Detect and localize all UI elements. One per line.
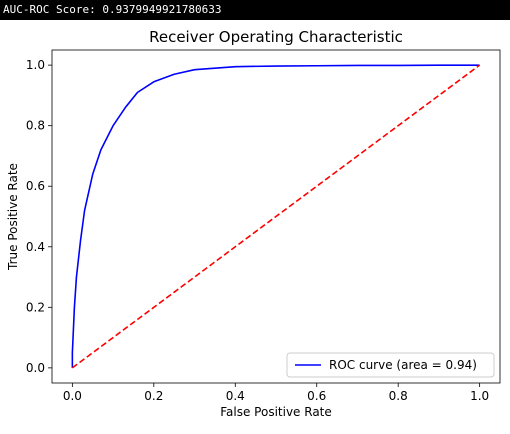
x-tick-label: 0.2	[144, 389, 163, 403]
chance-diagonal-line	[71, 64, 481, 369]
y-tick-label: 1.0	[26, 58, 45, 72]
y-tick-label: 0.6	[26, 179, 45, 193]
y-tick-label: 0.0	[26, 361, 45, 375]
x-tick-label: 0.8	[389, 389, 408, 403]
y-tick-label: 0.4	[26, 240, 45, 254]
chart-title: Receiver Operating Characteristic	[149, 28, 403, 46]
x-tick-label: 1.0	[470, 389, 489, 403]
y-axis-label: True Positive Rate	[6, 163, 20, 271]
axes-frame	[51, 49, 501, 384]
x-tick-label: 0.4	[226, 389, 245, 403]
x-tick-label: 0.0	[63, 389, 82, 403]
legend-box	[286, 352, 495, 378]
legend: ROC curve (area = 0.94)	[286, 352, 495, 378]
y-tick-label: 0.8	[26, 119, 45, 133]
console-output-bar: AUC-ROC Score: 0.9379949921780633	[0, 0, 510, 20]
plot-area	[71, 64, 481, 369]
x-axis-label: False Positive Rate	[220, 405, 332, 419]
roc-figure: Receiver Operating Characteristic 0.0 0.2…	[0, 20, 510, 430]
x-tick-label: 0.6	[307, 389, 326, 403]
roc-curve-line	[71, 64, 480, 368]
x-axis-ticks: 0.0 0.2 0.4 0.6 0.8 1.0	[63, 383, 489, 403]
y-axis-ticks: 0.0 0.2 0.4 0.6 0.8 1.0	[26, 58, 52, 375]
roc-chart: Receiver Operating Characteristic 0.0 0.2…	[6, 28, 501, 419]
y-tick-label: 0.2	[26, 300, 45, 314]
legend-label-roc: ROC curve (area = 0.94)	[329, 358, 477, 372]
auc-score-output: AUC-ROC Score: 0.9379949921780633	[3, 3, 222, 16]
